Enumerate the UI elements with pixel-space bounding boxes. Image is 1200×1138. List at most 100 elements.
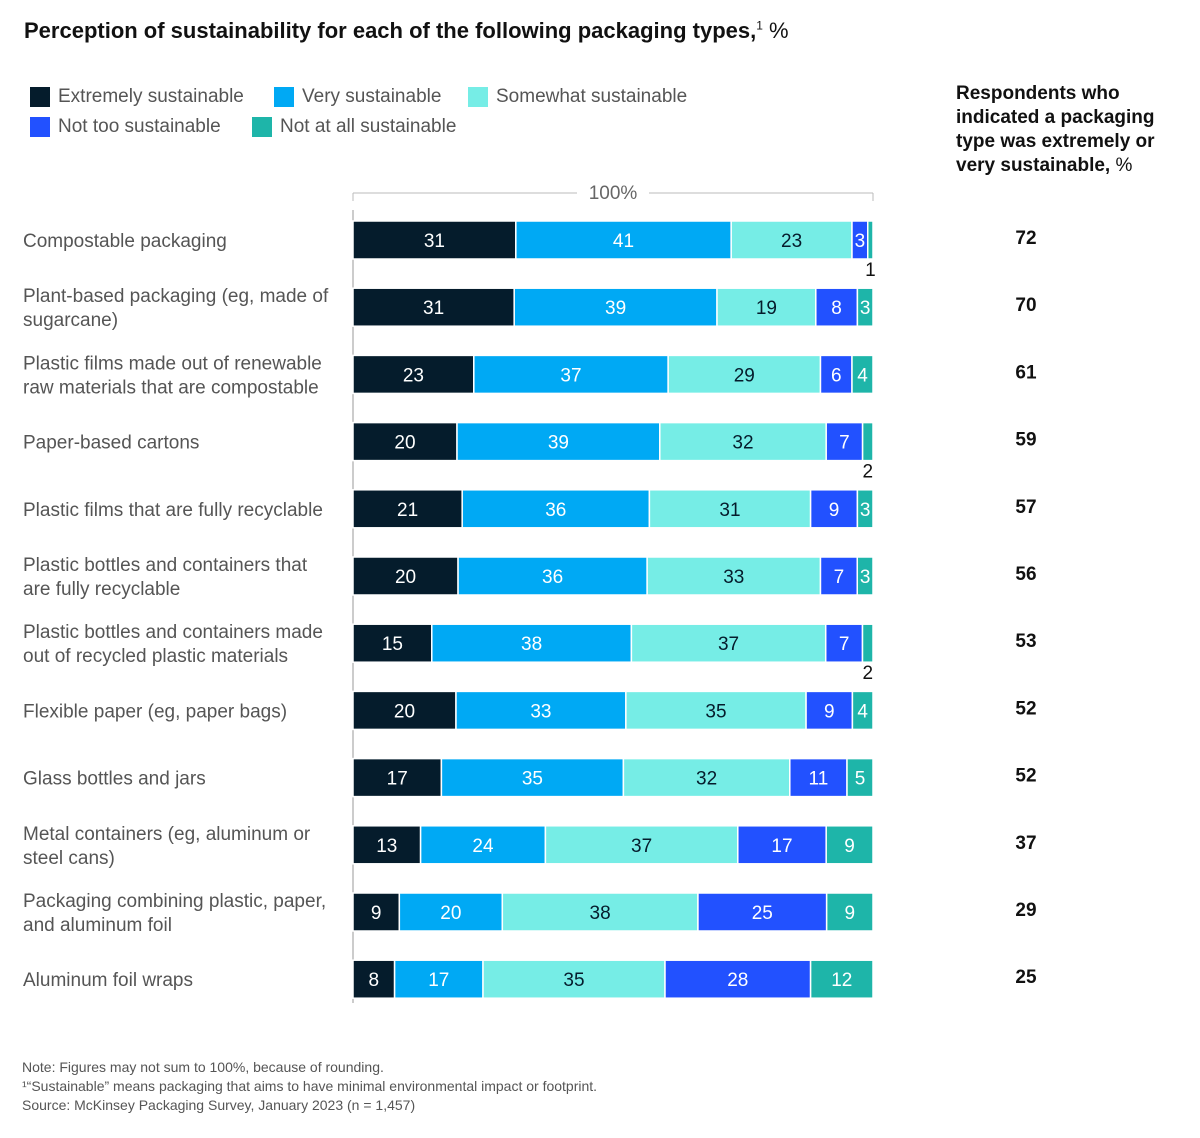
- data-label: 37: [560, 365, 581, 386]
- data-label: 38: [590, 903, 611, 924]
- bar-segment-extremely: [352, 623, 433, 663]
- category-label: and aluminum foil: [23, 915, 172, 936]
- data-label: 25: [752, 903, 773, 924]
- data-label: 17: [771, 836, 792, 857]
- data-label: 19: [756, 298, 777, 319]
- bar-segment-extremely: [352, 892, 401, 932]
- data-label: 39: [605, 298, 626, 319]
- data-label: 5: [855, 769, 866, 790]
- legend-swatch-very: [274, 87, 294, 107]
- legend-label-not-too: Not too sustainable: [58, 116, 221, 137]
- side-column-title-text: Respondents who indicated a packaging ty…: [956, 83, 1155, 176]
- total-value: 52: [1015, 766, 1036, 787]
- bar-segment-very: [473, 354, 669, 395]
- bar-segment-somewhat: [716, 287, 817, 327]
- category-label: sugarcane): [23, 310, 118, 331]
- scale-label-bg: [577, 181, 649, 203]
- bar-segment-somewhat: [501, 892, 699, 932]
- bar-segment-somewhat: [625, 690, 807, 731]
- data-label: 35: [522, 769, 543, 790]
- data-label: 35: [563, 970, 584, 991]
- legend-label-somewhat: Somewhat sustainable: [496, 86, 688, 107]
- bar-segment-very: [515, 220, 732, 260]
- data-label: 9: [845, 903, 856, 924]
- legend-label-not-at-all: Not at all sustainable: [280, 116, 457, 137]
- legend-item-extremely: Extremely sustainable: [30, 86, 244, 108]
- category-label: Metal containers (eg, aluminum or: [23, 824, 311, 845]
- total-value: 25: [1015, 967, 1037, 988]
- total-value: 59: [1015, 430, 1036, 451]
- bar-segment-not-too: [819, 556, 858, 596]
- data-label: 3: [855, 231, 866, 252]
- category-label: Plastic bottles and containers that: [23, 555, 308, 576]
- data-label: 7: [834, 567, 845, 588]
- data-label: 23: [781, 231, 802, 252]
- legend-item-very: Very sustainable: [274, 86, 441, 108]
- bar-segment-not-at-all: [856, 489, 874, 529]
- bar-segment-not-too: [664, 959, 812, 999]
- bar-segment-not-too: [809, 489, 859, 529]
- data-label: 39: [548, 433, 569, 454]
- data-label: 11: [809, 769, 829, 790]
- data-label: 36: [542, 567, 563, 588]
- total-value: 57: [1015, 497, 1036, 518]
- legend-swatch-not-too: [30, 117, 50, 137]
- bar-segment-not-at-all: [866, 220, 874, 260]
- footnote-marker: 1: [756, 18, 763, 33]
- category-label: out of recycled plastic materials: [23, 646, 288, 667]
- data-label: 12: [831, 970, 852, 991]
- data-label: 1: [865, 260, 876, 281]
- data-label: 7: [839, 634, 850, 655]
- legend-swatch-somewhat: [468, 87, 488, 107]
- bar-segment-not-at-all: [856, 556, 874, 596]
- data-label: 32: [696, 769, 717, 790]
- bar-segment-somewhat: [648, 489, 812, 529]
- data-label: 20: [440, 903, 461, 924]
- data-label: 31: [719, 500, 740, 521]
- legend-swatch-not-at-all: [252, 117, 272, 137]
- bar-segment-extremely: [352, 421, 458, 462]
- bar-segment-not-at-all: [851, 690, 874, 731]
- category-label: Plastic bottles and containers made: [23, 622, 323, 643]
- category-label: Plant-based packaging (eg, made of: [23, 286, 329, 307]
- data-label: 8: [369, 970, 380, 991]
- data-label: 9: [824, 701, 835, 722]
- data-label: 41: [613, 231, 634, 252]
- bar-segment-not-at-all: [861, 421, 874, 462]
- bar-segment-somewhat: [630, 623, 827, 663]
- bar-segment-very: [398, 892, 504, 932]
- category-label: Compostable packaging: [23, 231, 227, 252]
- legend-item-not-at-all: Not at all sustainable: [252, 116, 456, 138]
- data-label: 20: [394, 701, 415, 722]
- bar-segment-very: [461, 489, 651, 529]
- category-label: Glass bottles and jars: [23, 769, 206, 790]
- bar-segment-extremely: [352, 690, 457, 731]
- data-label: 21: [397, 500, 418, 521]
- category-label: Flexible paper (eg, paper bags): [23, 701, 287, 722]
- bar-segment-somewhat: [622, 757, 791, 798]
- category-label: raw materials that are compostable: [23, 377, 319, 398]
- bar-segment-not-at-all: [856, 287, 874, 327]
- scale-label: 100%: [589, 183, 638, 204]
- data-label: 37: [631, 836, 652, 857]
- data-label: 15: [382, 634, 403, 655]
- bar-segment-not-at-all: [825, 892, 874, 932]
- data-label: 31: [424, 231, 445, 252]
- data-label: 8: [831, 298, 842, 319]
- chart-title: Perception of sustainability for each of…: [24, 18, 789, 44]
- total-value: 70: [1015, 295, 1036, 316]
- category-label: are fully recyclable: [23, 579, 180, 600]
- data-label: 3: [860, 500, 871, 521]
- footnotes: Note: Figures may not sum to 100%, becau…: [22, 1058, 597, 1115]
- bar-segment-extremely: [352, 354, 475, 395]
- data-label: 29: [734, 365, 755, 386]
- data-label: 37: [718, 634, 739, 655]
- bar-segment-somewhat: [730, 220, 853, 260]
- data-label: 33: [530, 701, 551, 722]
- bar-segment-very: [513, 287, 718, 327]
- data-label: 32: [732, 433, 753, 454]
- bar-segment-extremely: [352, 220, 517, 260]
- data-label: 4: [857, 365, 868, 386]
- data-label: 9: [371, 903, 382, 924]
- data-label: 6: [831, 365, 842, 386]
